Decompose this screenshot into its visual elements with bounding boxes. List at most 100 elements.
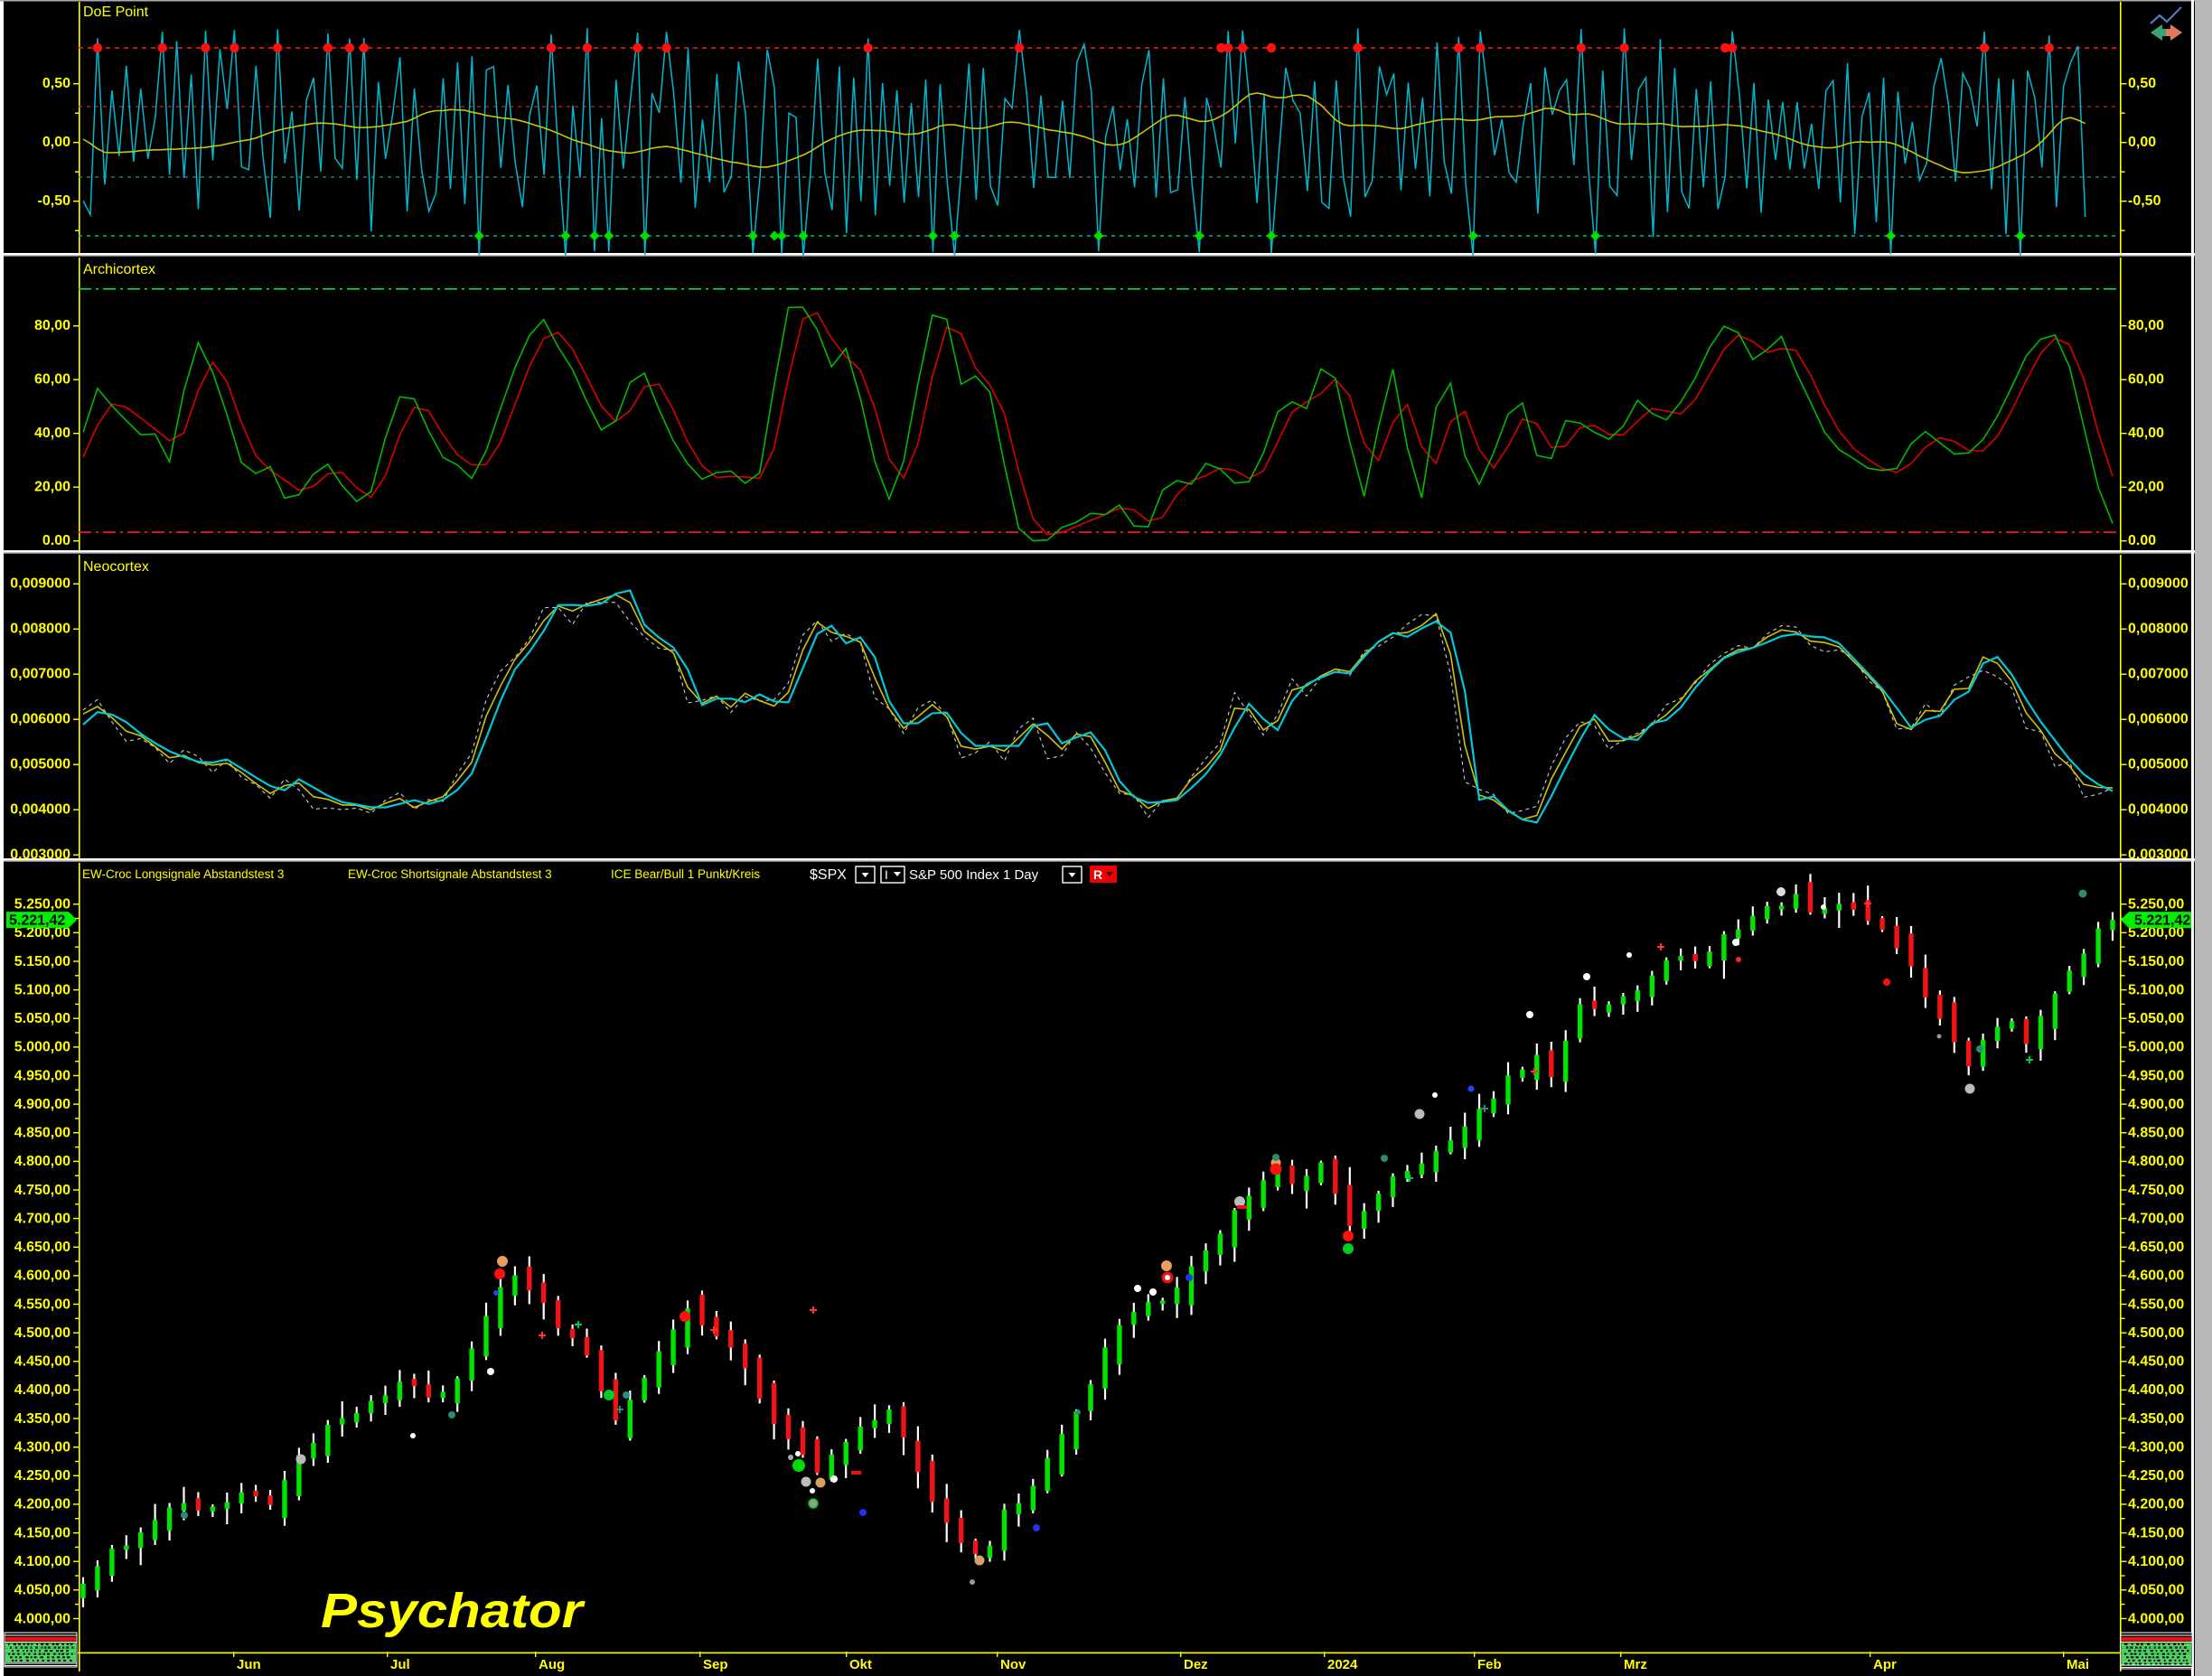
svg-text:4.350,00: 4.350,00 (14, 1411, 70, 1427)
svg-text:0,50: 0,50 (42, 76, 70, 91)
svg-text:4.250,00: 4.250,00 (14, 1468, 70, 1484)
svg-text:EW-Croc Shortsignale Abstandst: EW-Croc Shortsignale Abstandstest 3 (348, 867, 552, 881)
svg-text:Apr: Apr (1873, 1657, 1897, 1672)
svg-text:4.950,00: 4.950,00 (14, 1068, 70, 1083)
svg-text:4.500,00: 4.500,00 (2128, 1325, 2184, 1341)
svg-text:Mai: Mai (2067, 1657, 2089, 1672)
svg-text:4.100,00: 4.100,00 (2128, 1554, 2184, 1569)
svg-text:0,005000: 0,005000 (2128, 757, 2189, 772)
svg-text:0,006000: 0,006000 (10, 712, 70, 727)
svg-text:5.221,42: 5.221,42 (2134, 913, 2190, 929)
svg-text:4.650,00: 4.650,00 (2128, 1240, 2184, 1255)
svg-text:0.00: 0.00 (42, 533, 70, 548)
svg-text:S&P 500 Index 1 Day: S&P 500 Index 1 Day (909, 867, 1039, 883)
svg-text:-0,50: -0,50 (38, 193, 71, 209)
svg-text:$SPX: $SPX (810, 867, 847, 883)
svg-text:4.600,00: 4.600,00 (2128, 1269, 2184, 1284)
svg-text:5.100,00: 5.100,00 (2128, 982, 2184, 997)
svg-text:4.950,00: 4.950,00 (2128, 1068, 2184, 1083)
svg-text:0,00: 0,00 (2128, 135, 2156, 150)
svg-text:4.100,00: 4.100,00 (14, 1554, 70, 1569)
svg-text:4.700,00: 4.700,00 (2128, 1211, 2184, 1226)
svg-text:I: I (885, 867, 888, 882)
svg-text:Dez: Dez (1184, 1657, 1208, 1672)
svg-text:40,00: 40,00 (34, 426, 70, 441)
svg-text:4.400,00: 4.400,00 (2128, 1382, 2184, 1398)
svg-text:4.850,00: 4.850,00 (2128, 1126, 2184, 1141)
svg-text:Jul: Jul (390, 1657, 410, 1672)
svg-text:80,00: 80,00 (34, 318, 70, 333)
svg-text:4.500,00: 4.500,00 (14, 1325, 70, 1341)
svg-text:2024: 2024 (1327, 1657, 1358, 1672)
svg-text:4.900,00: 4.900,00 (14, 1097, 70, 1112)
svg-text:4.250,00: 4.250,00 (2128, 1468, 2184, 1484)
svg-text:0,007000: 0,007000 (10, 667, 70, 682)
svg-text:0,009000: 0,009000 (2128, 576, 2189, 592)
svg-text:4.200,00: 4.200,00 (14, 1497, 70, 1512)
svg-text:Psychator: Psychator (321, 1584, 586, 1638)
svg-text:0.00: 0.00 (2128, 533, 2156, 548)
svg-text:4.300,00: 4.300,00 (14, 1439, 70, 1455)
svg-text:4.350,00: 4.350,00 (2128, 1411, 2184, 1427)
svg-text:0,006000: 0,006000 (2128, 712, 2189, 727)
svg-text:4.000,00: 4.000,00 (14, 1611, 70, 1626)
svg-text:5.200,00: 5.200,00 (14, 925, 70, 941)
svg-text:20,00: 20,00 (2128, 480, 2164, 495)
svg-text:0,004000: 0,004000 (10, 802, 70, 818)
svg-text:60,00: 60,00 (34, 372, 70, 388)
svg-text:0,007000: 0,007000 (2128, 667, 2189, 682)
svg-text:5.000,00: 5.000,00 (14, 1040, 70, 1055)
svg-text:0,008000: 0,008000 (2128, 622, 2189, 637)
svg-text:4.450,00: 4.450,00 (14, 1354, 70, 1370)
svg-text:DoE Point: DoE Point (83, 5, 149, 20)
svg-text:Archicortex: Archicortex (83, 262, 155, 277)
svg-text:4.150,00: 4.150,00 (2128, 1525, 2184, 1540)
svg-text:4.550,00: 4.550,00 (14, 1297, 70, 1312)
svg-text:80,00: 80,00 (2128, 318, 2164, 333)
svg-text:0,004000: 0,004000 (2128, 802, 2189, 818)
svg-text:4.450,00: 4.450,00 (2128, 1354, 2184, 1370)
svg-text:4.150,00: 4.150,00 (14, 1525, 70, 1540)
svg-text:5.150,00: 5.150,00 (2128, 954, 2184, 969)
svg-text:4.050,00: 4.050,00 (2128, 1583, 2184, 1598)
svg-text:Sep: Sep (703, 1657, 728, 1672)
svg-text:5.000,00: 5.000,00 (2128, 1040, 2184, 1055)
svg-text:0,003000: 0,003000 (10, 847, 70, 863)
svg-text:5.250,00: 5.250,00 (2128, 897, 2184, 913)
svg-text:Neocortex: Neocortex (83, 559, 149, 575)
svg-text:5.221,42: 5.221,42 (9, 913, 65, 929)
svg-text:R: R (1093, 867, 1102, 882)
svg-text:0,009000: 0,009000 (10, 576, 70, 592)
svg-text:4.700,00: 4.700,00 (14, 1211, 70, 1226)
svg-text:EW-Croc Longsignale Abstandste: EW-Croc Longsignale Abstandstest 3 (82, 867, 284, 881)
svg-text:4.800,00: 4.800,00 (14, 1154, 70, 1169)
svg-text:60,00: 60,00 (2128, 372, 2164, 388)
svg-text:Aug: Aug (539, 1657, 565, 1672)
svg-text:4.200,00: 4.200,00 (2128, 1497, 2184, 1512)
svg-text:4.650,00: 4.650,00 (14, 1240, 70, 1255)
svg-text:5.200,00: 5.200,00 (2128, 925, 2184, 941)
svg-text:0,00: 0,00 (42, 135, 70, 150)
svg-text:20,00: 20,00 (34, 480, 70, 495)
svg-text:0,50: 0,50 (2128, 76, 2156, 91)
svg-text:0,005000: 0,005000 (10, 757, 70, 772)
svg-text:4.600,00: 4.600,00 (14, 1269, 70, 1284)
svg-text:5.100,00: 5.100,00 (14, 982, 70, 997)
svg-text:4.800,00: 4.800,00 (2128, 1154, 2184, 1169)
svg-text:4.300,00: 4.300,00 (2128, 1439, 2184, 1455)
svg-text:5.150,00: 5.150,00 (14, 954, 70, 969)
svg-text:0,008000: 0,008000 (10, 622, 70, 637)
svg-text:4.000,00: 4.000,00 (2128, 1611, 2184, 1626)
svg-text:Nov: Nov (1000, 1657, 1026, 1672)
svg-text:4.050,00: 4.050,00 (14, 1583, 70, 1598)
svg-text:Mrz: Mrz (1624, 1657, 1647, 1672)
svg-text:Feb: Feb (1477, 1657, 1502, 1672)
svg-text:5.250,00: 5.250,00 (14, 897, 70, 913)
svg-text:4.900,00: 4.900,00 (2128, 1097, 2184, 1112)
svg-text:0,003000: 0,003000 (2128, 847, 2189, 863)
svg-text:5.050,00: 5.050,00 (14, 1011, 70, 1026)
svg-text:4.750,00: 4.750,00 (2128, 1183, 2184, 1198)
svg-text:4.400,00: 4.400,00 (14, 1382, 70, 1398)
svg-text:Jun: Jun (237, 1657, 261, 1672)
svg-text:5.050,00: 5.050,00 (2128, 1011, 2184, 1026)
